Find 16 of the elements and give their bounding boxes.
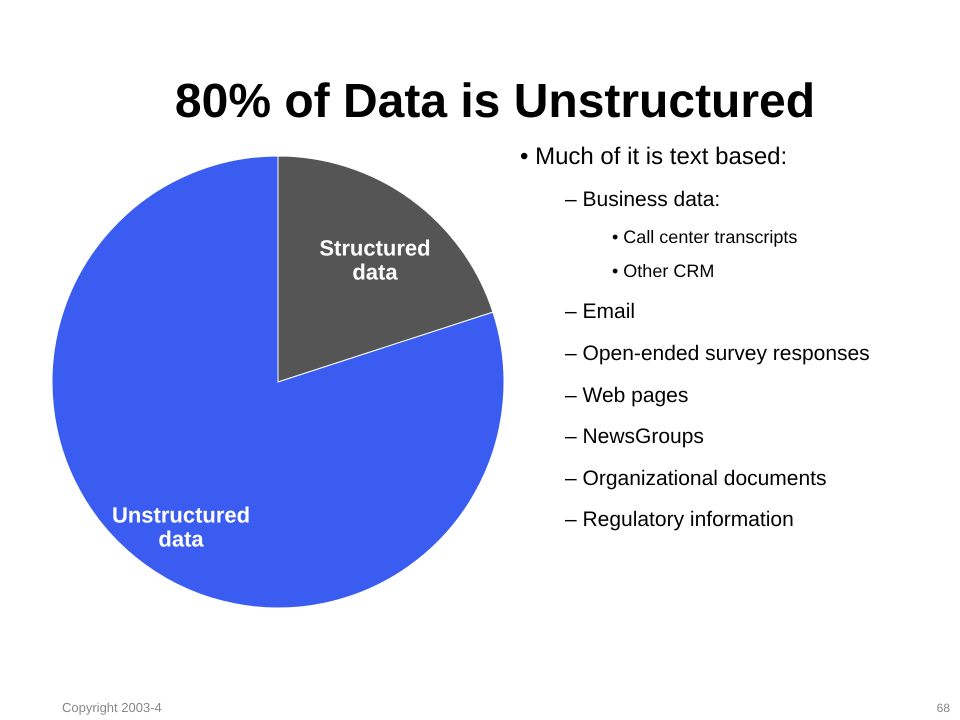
text: – Email bbox=[565, 300, 636, 323]
pie-slice bbox=[52, 156, 504, 608]
slice-label: Structured data bbox=[319, 236, 431, 285]
text: – Web pages bbox=[565, 384, 688, 407]
text: – Organizational documents bbox=[565, 467, 826, 490]
text: • Much of it is text based: bbox=[520, 143, 788, 170]
slice-label: Unstructured data bbox=[112, 502, 250, 552]
chart-title: 80% of Data is Unstructured bbox=[174, 75, 816, 128]
text: Copyright 2003-4 bbox=[62, 700, 162, 715]
text: – NewsGroups bbox=[565, 425, 704, 448]
text: • Call center transcripts bbox=[612, 227, 798, 247]
text: – Regulatory information bbox=[565, 508, 794, 531]
text: • Other CRM bbox=[612, 261, 714, 281]
text: – Open-ended survey responses bbox=[565, 342, 870, 365]
text: 68 bbox=[936, 701, 950, 715]
text: – Business data: bbox=[565, 188, 720, 211]
